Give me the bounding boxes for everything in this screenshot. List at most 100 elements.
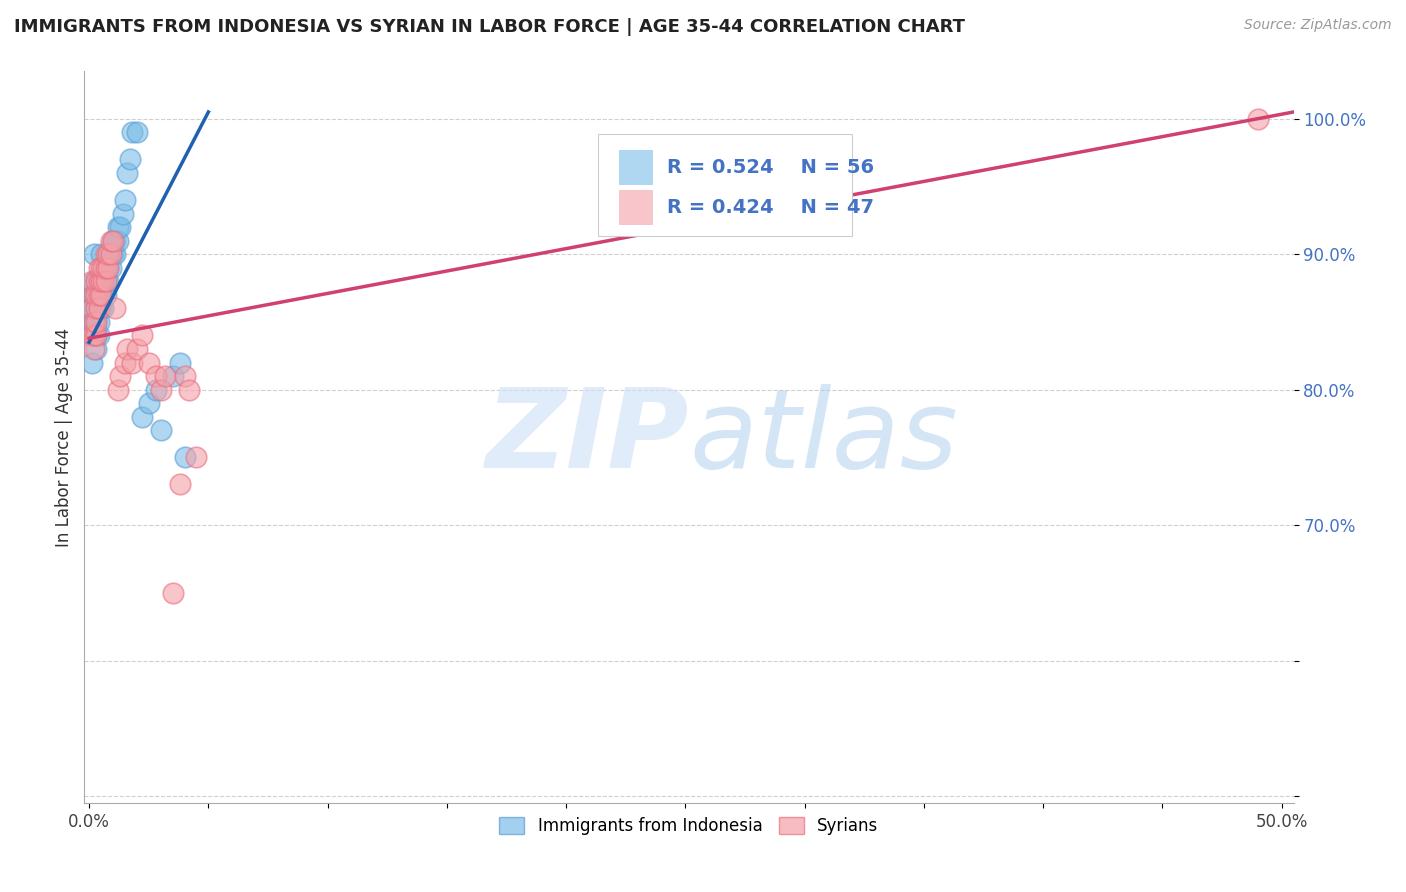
Point (80, 328, 103, 343)
Point (84, 328, 107, 343)
Point (80, 288, 103, 302)
Point (87, 288, 110, 302)
Point (100, 247, 122, 261)
Point (87, 274, 110, 288)
Point (101, 247, 124, 261)
Point (94, 288, 117, 302)
Point (83, 301, 105, 316)
Point (145, 383, 167, 397)
Point (101, 234, 124, 248)
Point (125, 125, 148, 139)
Point (83, 247, 105, 261)
Point (121, 355, 143, 369)
Point (90, 301, 112, 316)
Point (104, 234, 127, 248)
Point (84, 342, 107, 356)
Point (94, 260, 117, 275)
Point (94, 247, 117, 261)
Point (97, 260, 120, 275)
Point (84, 301, 107, 316)
Point (87, 260, 110, 275)
Point (108, 220, 131, 235)
Point (173, 369, 195, 384)
Point (80, 328, 103, 343)
Point (107, 220, 129, 235)
Point (169, 355, 191, 369)
Point (90, 247, 112, 261)
Point (84, 301, 107, 316)
Point (108, 369, 131, 384)
Point (94, 274, 117, 288)
Point (114, 355, 136, 369)
Y-axis label: In Labor Force | Age 35-44: In Labor Force | Age 35-44 (55, 327, 73, 547)
Point (87, 288, 110, 302)
Point (84, 315, 107, 329)
Point (104, 301, 127, 316)
FancyBboxPatch shape (599, 134, 852, 235)
Point (90, 274, 112, 288)
Point (100, 247, 122, 261)
Point (84, 288, 107, 302)
Point (101, 234, 124, 248)
Point (173, 450, 195, 465)
Point (114, 193, 136, 207)
Point (93, 274, 115, 288)
Legend: Immigrants from Indonesia, Syrians: Immigrants from Indonesia, Syrians (492, 811, 886, 842)
Point (186, 450, 208, 465)
Point (111, 206, 134, 220)
Point (104, 247, 127, 261)
Point (121, 125, 143, 139)
Point (94, 274, 117, 288)
Point (93, 301, 115, 316)
Text: IMMIGRANTS FROM INDONESIA VS SYRIAN IN LABOR FORCE | AGE 35-44 CORRELATION CHART: IMMIGRANTS FROM INDONESIA VS SYRIAN IN L… (14, 18, 965, 36)
Point (97, 247, 120, 261)
Point (1247, 112, 1270, 126)
Point (149, 383, 172, 397)
Point (145, 369, 167, 384)
Point (94, 260, 117, 275)
Point (107, 383, 129, 397)
Bar (619, 150, 652, 185)
Point (83, 315, 105, 329)
Point (83, 274, 105, 288)
Point (80, 355, 103, 369)
Point (87, 274, 110, 288)
Point (90, 288, 112, 302)
Point (80, 301, 103, 316)
Point (80, 274, 103, 288)
Point (84, 288, 107, 302)
Point (162, 369, 184, 384)
Point (83, 342, 105, 356)
Point (138, 355, 160, 369)
Point (90, 288, 112, 302)
Point (100, 260, 122, 275)
Point (138, 396, 160, 410)
Point (117, 342, 139, 356)
Point (84, 274, 107, 288)
Point (131, 409, 153, 424)
Bar (619, 190, 652, 225)
Point (162, 586, 184, 600)
Point (149, 423, 172, 437)
Point (84, 315, 107, 329)
Point (83, 328, 105, 343)
Point (87, 301, 110, 316)
Point (93, 260, 115, 275)
Text: Source: ZipAtlas.com: Source: ZipAtlas.com (1244, 18, 1392, 32)
Text: atlas: atlas (689, 384, 957, 491)
Point (90, 260, 112, 275)
Point (117, 166, 139, 180)
Point (107, 234, 129, 248)
Text: ZIP: ZIP (485, 384, 689, 491)
Point (83, 315, 105, 329)
Point (83, 288, 105, 302)
Point (84, 328, 107, 343)
Text: R = 0.524    N = 56: R = 0.524 N = 56 (668, 158, 875, 177)
Point (87, 301, 110, 316)
Point (83, 288, 105, 302)
Point (87, 315, 110, 329)
Point (97, 247, 120, 261)
Point (125, 342, 148, 356)
Point (179, 383, 201, 397)
Point (131, 328, 153, 343)
